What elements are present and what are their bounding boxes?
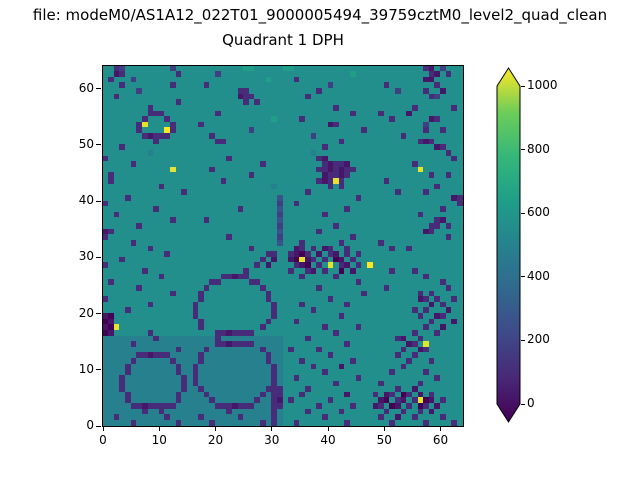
colorbar — [496, 67, 521, 423]
colorbar-tick-label: 400 — [527, 268, 550, 283]
colorbar-tick-mark — [521, 403, 525, 405]
y-tick-label: 60 — [78, 80, 94, 95]
x-tick-label: 0 — [99, 433, 107, 447]
y-tick-mark — [96, 256, 101, 258]
heatmap-canvas — [103, 66, 463, 426]
x-tick-label: 50 — [376, 433, 392, 447]
x-tick-label: 20 — [207, 433, 224, 447]
colorbar-tick-mark — [521, 212, 525, 214]
x-tick-label: 10 — [151, 433, 167, 447]
x-tick-mark — [440, 427, 441, 431]
y-tick-label: 50 — [78, 136, 94, 151]
colorbar-tick-label: 1000 — [527, 78, 558, 92]
y-tick-label: 20 — [78, 305, 94, 320]
plot-frame — [102, 65, 464, 427]
y-tick-mark — [96, 369, 101, 371]
x-tick-label: 60 — [432, 433, 449, 447]
x-tick-label: 40 — [320, 433, 336, 447]
y-tick-mark — [96, 425, 101, 427]
plot-title: Quadrant 1 DPH — [222, 31, 344, 49]
colorbar-tick-label: 0 — [527, 396, 535, 410]
x-tick-mark — [327, 427, 329, 431]
colorbar-tick-mark — [521, 276, 525, 278]
x-tick-mark — [158, 427, 160, 431]
y-tick-mark — [96, 144, 101, 146]
y-tick-mark — [96, 313, 101, 314]
y-tick-label: 40 — [78, 193, 94, 207]
colorbar-tick-mark — [521, 85, 525, 87]
colorbar-tick-label: 600 — [527, 205, 550, 220]
y-tick-label: 10 — [78, 361, 94, 376]
y-tick-mark — [96, 88, 101, 89]
colorbar-gradient-bar — [496, 67, 521, 423]
colorbar-tick-mark — [521, 149, 525, 151]
colorbar-tick-label: 800 — [527, 141, 550, 156]
colorbar-tick-label: 200 — [527, 332, 550, 347]
x-tick-mark — [271, 427, 273, 431]
x-tick-mark — [102, 427, 104, 431]
figure-suptitle: file: modeM0/AS1A12_022T01_9000005494_39… — [32, 6, 608, 24]
colorbar-tick-mark — [521, 339, 525, 341]
x-tick-mark — [383, 427, 385, 431]
x-tick-label: 30 — [264, 433, 280, 447]
y-tick-mark — [96, 200, 101, 202]
y-tick-label: 0 — [86, 418, 94, 432]
x-tick-mark — [215, 427, 216, 431]
y-tick-label: 30 — [78, 249, 94, 264]
